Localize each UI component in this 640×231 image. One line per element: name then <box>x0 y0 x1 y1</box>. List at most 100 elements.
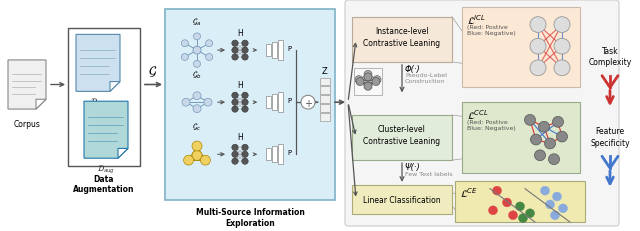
Text: Linear Classification: Linear Classification <box>363 195 441 204</box>
Circle shape <box>373 76 381 84</box>
Polygon shape <box>118 149 128 158</box>
Text: Multi-Source Information
Exploration: Multi-Source Information Exploration <box>196 207 305 227</box>
Bar <box>352 185 452 214</box>
Text: Data
Augmentation: Data Augmentation <box>73 174 135 194</box>
Text: H: H <box>237 133 243 142</box>
Circle shape <box>301 96 315 109</box>
Circle shape <box>545 138 556 149</box>
Bar <box>455 181 585 222</box>
Circle shape <box>534 150 545 161</box>
Bar <box>462 103 580 173</box>
Text: H: H <box>237 29 243 38</box>
Bar <box>266 45 271 57</box>
Circle shape <box>242 48 248 54</box>
Circle shape <box>356 78 364 86</box>
Circle shape <box>232 100 238 106</box>
Bar <box>354 69 382 96</box>
Bar <box>320 105 330 112</box>
FancyBboxPatch shape <box>345 1 619 226</box>
Bar <box>266 97 271 109</box>
Text: $\mathcal{G}$: $\mathcal{G}$ <box>148 64 157 78</box>
Circle shape <box>200 156 211 165</box>
Text: (Red: Postive
Blue: Negative): (Red: Postive Blue: Negative) <box>467 24 516 36</box>
Circle shape <box>554 61 570 76</box>
Text: $\mathcal{L}^{CE}$: $\mathcal{L}^{CE}$ <box>460 185 478 199</box>
Bar <box>320 96 330 104</box>
Circle shape <box>488 206 497 215</box>
Text: $\mathcal{L}^{ICL}$: $\mathcal{L}^{ICL}$ <box>467 13 486 27</box>
Circle shape <box>554 39 570 55</box>
Circle shape <box>242 158 248 164</box>
Circle shape <box>232 158 238 164</box>
Bar <box>278 41 283 61</box>
Text: $\mathcal{G}_b$: $\mathcal{G}_b$ <box>192 69 202 80</box>
Text: $\mathcal{D}_{aug}$: $\mathcal{D}_{aug}$ <box>97 163 115 176</box>
Circle shape <box>518 214 527 223</box>
Circle shape <box>355 76 363 84</box>
Circle shape <box>559 204 568 213</box>
Text: P: P <box>287 46 291 52</box>
Circle shape <box>232 41 238 47</box>
Circle shape <box>182 99 190 107</box>
Circle shape <box>232 106 238 113</box>
Bar <box>165 10 335 201</box>
Text: Instance-level
Contrastive Leaning: Instance-level Contrastive Leaning <box>364 27 440 48</box>
Circle shape <box>232 55 238 61</box>
Bar <box>278 145 283 164</box>
Polygon shape <box>110 82 120 92</box>
Circle shape <box>364 82 372 89</box>
Circle shape <box>545 200 554 209</box>
Bar <box>320 113 330 121</box>
Bar <box>278 93 283 112</box>
Circle shape <box>552 117 563 128</box>
Text: +: + <box>304 98 312 108</box>
Circle shape <box>525 209 534 218</box>
Circle shape <box>548 154 559 165</box>
Bar <box>68 29 140 166</box>
Polygon shape <box>84 102 128 158</box>
Circle shape <box>538 122 550 133</box>
Polygon shape <box>36 100 46 109</box>
Circle shape <box>550 211 559 220</box>
Text: $\mathcal{L}^{CCL}$: $\mathcal{L}^{CCL}$ <box>467 108 489 121</box>
Circle shape <box>531 134 541 145</box>
Text: Ψ(·): Ψ(·) <box>405 162 420 171</box>
Circle shape <box>204 99 212 107</box>
Circle shape <box>364 74 372 81</box>
Text: Few Text labels: Few Text labels <box>405 171 452 176</box>
Text: Cluster-level
Contrastive Leaning: Cluster-level Contrastive Leaning <box>364 124 440 146</box>
Circle shape <box>493 186 502 195</box>
Circle shape <box>530 39 546 55</box>
Bar <box>272 147 277 162</box>
Circle shape <box>502 198 511 207</box>
Text: Corpus: Corpus <box>13 119 40 128</box>
Text: $\mathcal{G}_c$: $\mathcal{G}_c$ <box>192 121 202 132</box>
Circle shape <box>205 54 212 61</box>
Circle shape <box>242 145 248 151</box>
Circle shape <box>525 115 536 126</box>
Bar <box>272 43 277 59</box>
Bar <box>320 87 330 95</box>
Circle shape <box>242 41 248 47</box>
Circle shape <box>509 211 518 220</box>
Circle shape <box>193 34 200 41</box>
Circle shape <box>541 186 550 195</box>
Circle shape <box>364 83 372 91</box>
Circle shape <box>205 41 212 47</box>
Circle shape <box>530 18 546 33</box>
Circle shape <box>181 54 188 61</box>
Circle shape <box>515 202 525 211</box>
Text: P: P <box>287 150 291 156</box>
Text: H: H <box>237 81 243 90</box>
Circle shape <box>242 152 248 158</box>
Text: Z: Z <box>322 66 328 75</box>
Bar <box>320 78 330 86</box>
Circle shape <box>554 18 570 33</box>
Circle shape <box>530 61 546 76</box>
Circle shape <box>193 105 201 113</box>
Circle shape <box>242 55 248 61</box>
Bar <box>462 8 580 88</box>
Circle shape <box>242 106 248 113</box>
Circle shape <box>232 48 238 54</box>
Text: $\mathcal{D}_{org}$: $\mathcal{D}_{org}$ <box>90 97 106 109</box>
